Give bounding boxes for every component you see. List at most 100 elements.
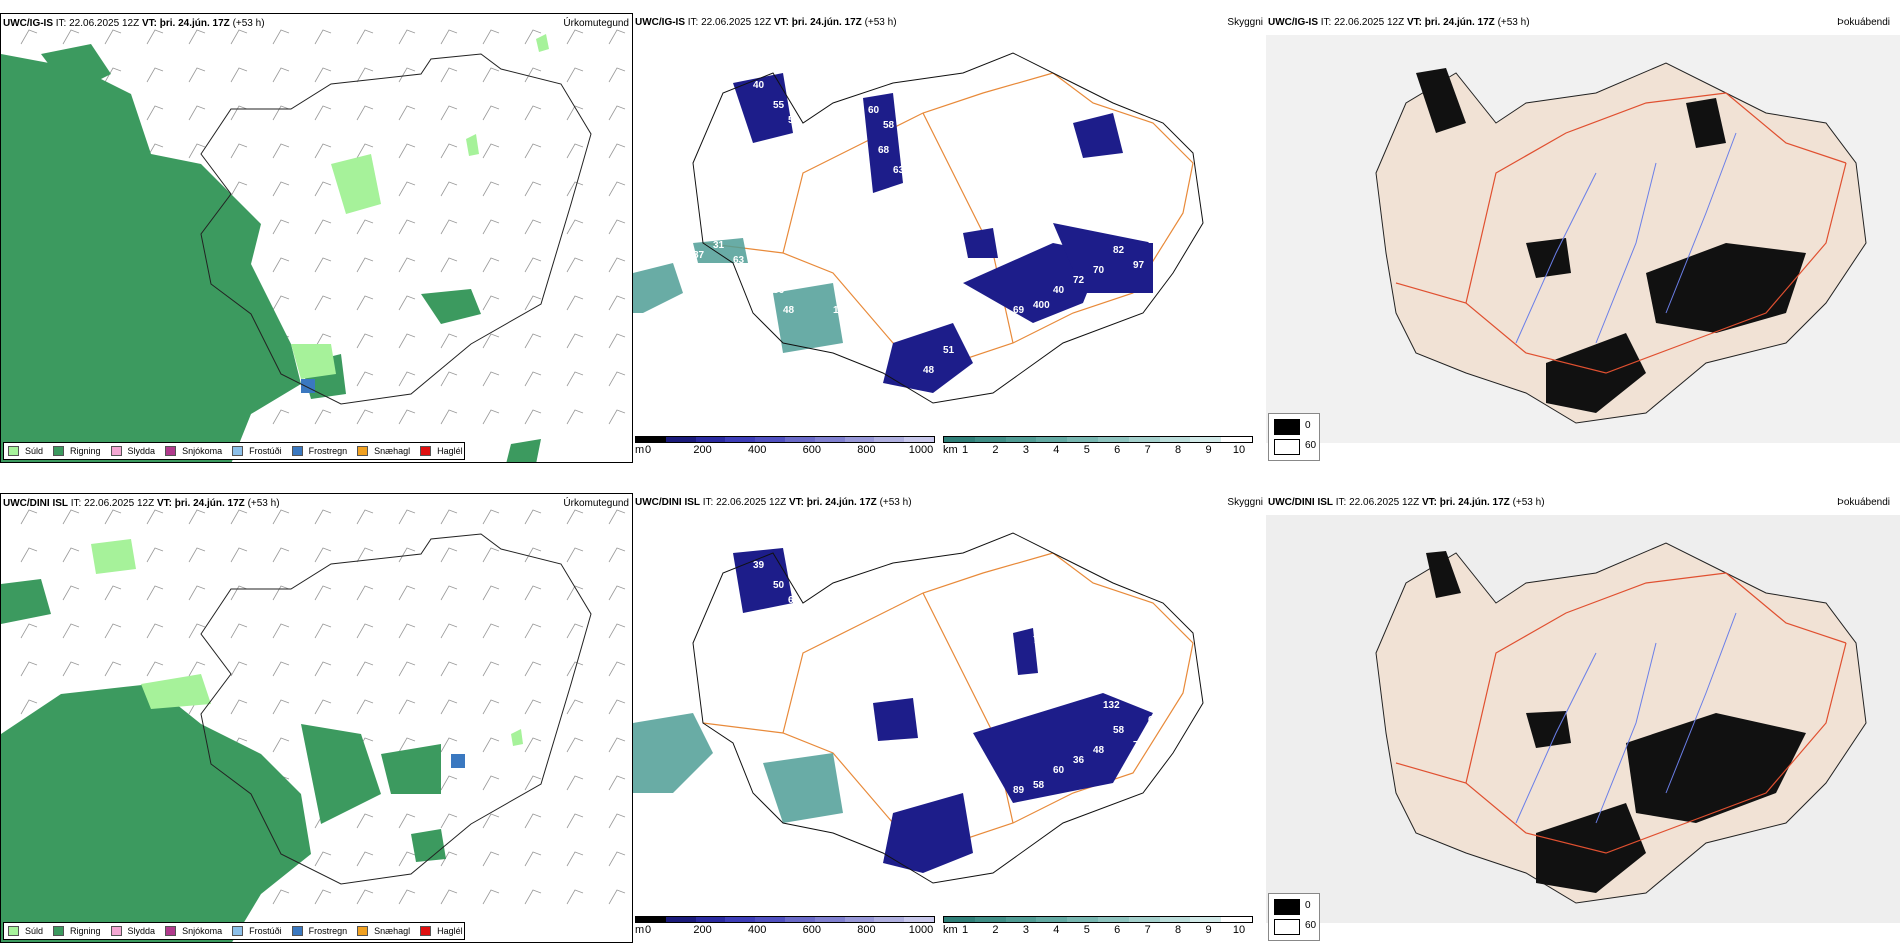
wind-barb (398, 661, 416, 677)
wind-barb (314, 661, 332, 677)
wind-barb (398, 67, 416, 83)
fog-legend-black-label: 0 (1305, 900, 1311, 911)
wind-barb (314, 623, 332, 639)
wind-barb (104, 623, 122, 639)
cloud-base-value: 64 (868, 585, 880, 596)
fog-panel-1: UWC/IG-IS IT: 22.06.2025 12Z VT: þri. 24… (1266, 13, 1900, 463)
colorbar-tick: 4 (1053, 924, 1060, 936)
wind-barb (440, 371, 458, 387)
wind-barb (62, 585, 80, 601)
wind-barb (146, 585, 164, 601)
wind-barb (62, 29, 80, 45)
wind-barb (146, 623, 164, 639)
cloud-base-value: 60 (868, 105, 880, 116)
wind-barb (482, 219, 500, 235)
wind-barb (482, 585, 500, 601)
legend-swatch (8, 926, 19, 936)
wind-barb (440, 775, 458, 791)
wind-barb (272, 661, 290, 677)
wind-barb (272, 889, 290, 905)
wind-barb (566, 333, 584, 349)
panel-header: UWC/DINI ISL IT: 22.06.2025 12Z VT: þri.… (635, 497, 912, 508)
low-cloud-areas (733, 548, 1153, 873)
wind-barb (440, 585, 458, 601)
legend-swatch (8, 446, 19, 456)
wind-barb (398, 585, 416, 601)
cloud-base-value: 164 (1148, 235, 1165, 246)
wind-barb (566, 143, 584, 159)
cloud-base-value: 106 (963, 625, 980, 636)
colorbar-unit: km (943, 444, 958, 456)
legend-item: Frostúði (232, 446, 282, 456)
legend-item: Frostregn (291, 926, 347, 936)
wind-barb (62, 623, 80, 639)
wind-barb (608, 775, 626, 791)
legend-item: Slydda (110, 926, 155, 936)
colorbar-tick: 8 (1175, 924, 1182, 936)
colorbar-tick: 0 (644, 924, 652, 936)
wind-barb (566, 585, 584, 601)
colorbar-tick: 1 (961, 924, 969, 936)
wind-barb (566, 623, 584, 639)
land (1375, 542, 1867, 904)
wind-barb (482, 333, 500, 349)
wind-barb (314, 889, 332, 905)
wind-barb (440, 105, 458, 121)
wind-barb (188, 661, 206, 677)
legend-label: Rigning (70, 926, 101, 936)
legend-label: Haglél (437, 926, 463, 936)
colorbar-tick: 2 (992, 924, 999, 936)
wind-barb (608, 547, 626, 563)
wind-barb (440, 181, 458, 197)
cloud-base-map-1: 4055526058686374606962356962829716470724… (633, 52, 1204, 404)
wind-barb (314, 509, 332, 525)
legend-label: Frostregn (308, 446, 348, 456)
wind-barb (566, 509, 584, 525)
legend-label: Frostúði (249, 446, 282, 456)
cloud-base-value: 56 (773, 285, 785, 296)
wind-barb (314, 143, 332, 159)
cloud-base-value: 40 (1053, 285, 1065, 296)
fog-areas (1416, 68, 1806, 413)
wind-barb (230, 661, 248, 677)
precip-type-panel-1: UWC/IG-IS IT: 22.06.2025 12Z VT: þri. 24… (0, 13, 633, 463)
wind-barb (398, 143, 416, 159)
wind-barb (230, 181, 248, 197)
cloud-base-value: 62 (993, 175, 1005, 186)
cloud-base-value: 69 (1013, 305, 1025, 316)
wind-barb (524, 585, 542, 601)
cloud-base-value: 74 (898, 130, 910, 141)
wind-barb (440, 699, 458, 715)
cloud-base-panel-1: 40 55 52 60 58 68 63 74 60 69 62 35 69 62 82 97 164 70 72 4… (633, 13, 1266, 463)
cloud-base-colorbar: m 0 200 400 600 800 1000 (635, 436, 935, 458)
cloud-base-value: 50 (813, 255, 825, 266)
legend-label: Súld (25, 926, 44, 936)
cloud-base-value: 52 (788, 115, 800, 126)
legend-swatch (420, 446, 432, 456)
fog-legend-black-label: 0 (1305, 420, 1311, 431)
panel-type-label: Þokuábendi (1837, 497, 1890, 508)
drizzle-areas (291, 34, 549, 379)
wind-barb (566, 813, 584, 829)
wind-barb (608, 29, 626, 45)
fog-legend: 0 60 (1268, 893, 1320, 941)
cloud-base-value: 61 (983, 325, 995, 336)
wind-barb (608, 509, 626, 525)
wind-barb (524, 371, 542, 387)
precip-type-map-1 (1, 29, 626, 462)
wind-barb (188, 143, 206, 159)
wind-barb (482, 661, 500, 677)
wind-barb (230, 547, 248, 563)
legend-swatch (291, 926, 303, 936)
colorbar-unit: m (635, 444, 645, 456)
coastline (692, 52, 1204, 404)
wind-barb (524, 219, 542, 235)
colorbar-tick: 7 (1144, 924, 1151, 936)
legend-item: Haglél (420, 926, 463, 936)
cloud-base-value: 62 (1103, 220, 1115, 231)
wind-barb (356, 547, 374, 563)
wind-barb (272, 737, 290, 753)
roads (1395, 572, 1847, 854)
cloud-base-value: 104 (873, 345, 890, 356)
wind-barb (146, 547, 164, 563)
